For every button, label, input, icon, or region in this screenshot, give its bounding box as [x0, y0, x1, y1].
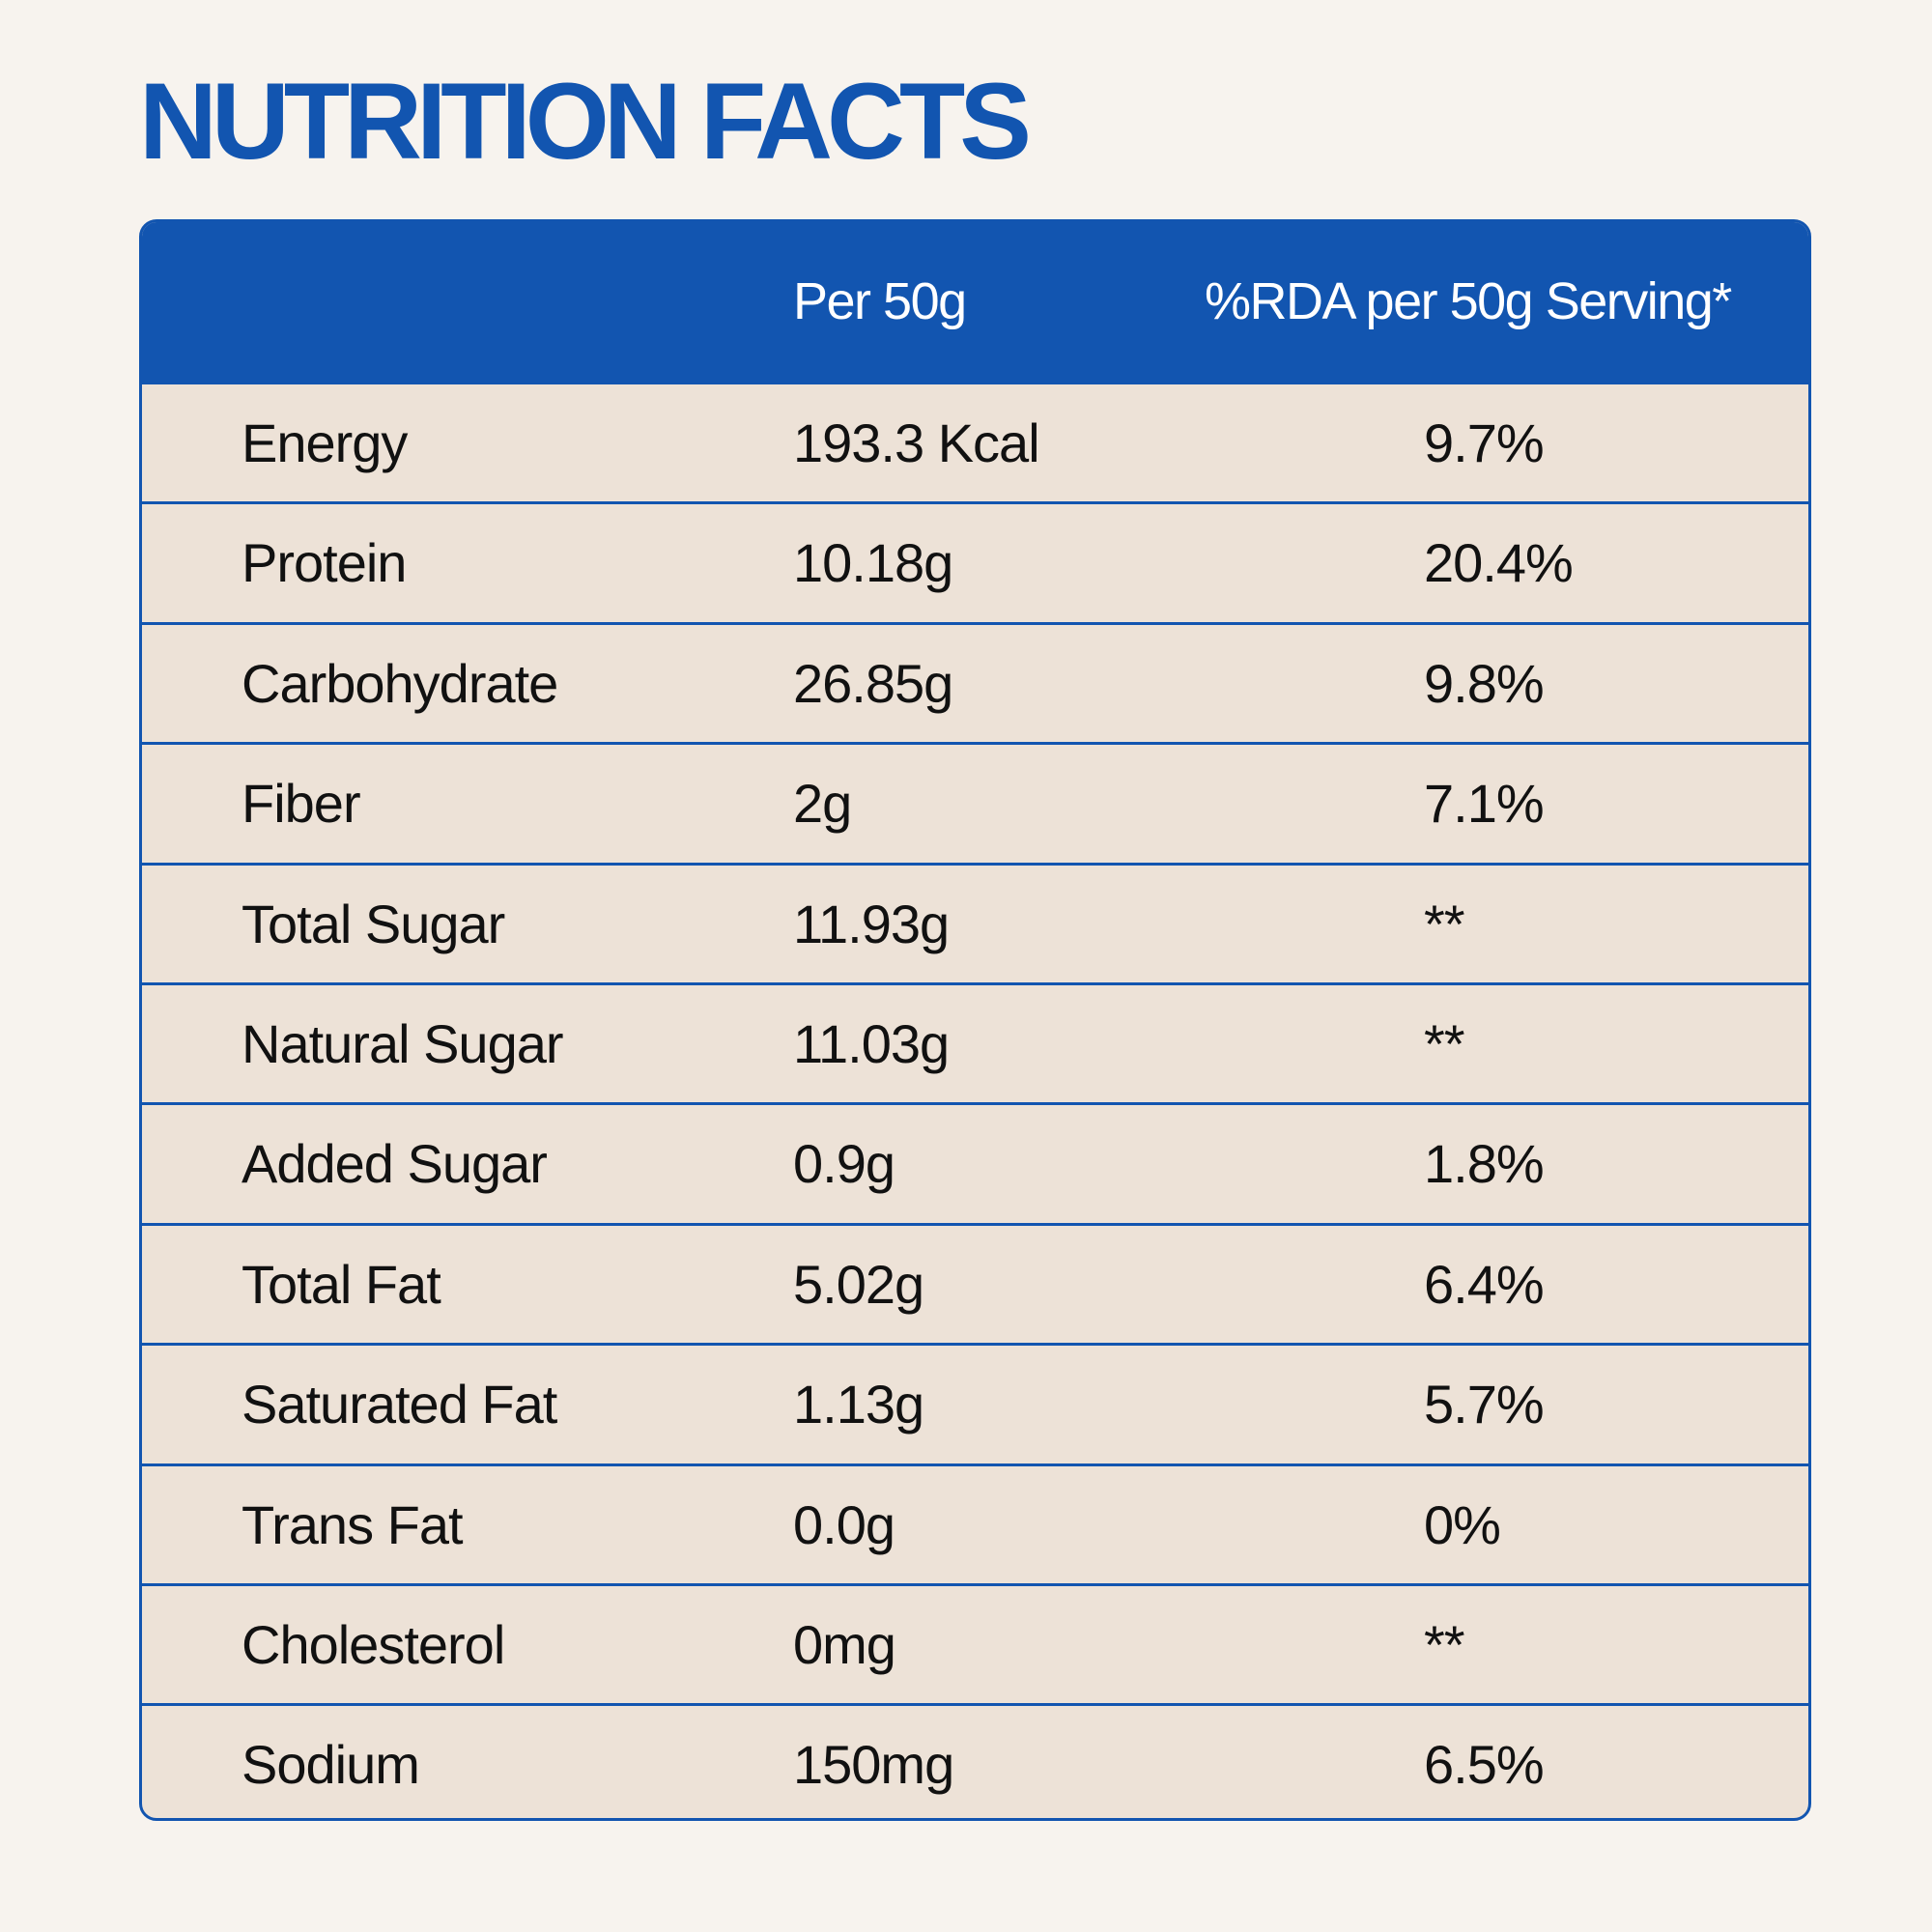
rda-percent: ** — [1424, 1013, 1465, 1074]
rda-percent: 9.8% — [1424, 652, 1545, 714]
table-row: Fiber 2g 7.1% — [142, 742, 1808, 862]
table-row: Sodium 150mg 6.5% — [142, 1703, 1808, 1818]
table-header: Per 50g %RDA per 50g Serving* — [142, 222, 1808, 382]
amount: 5.02g — [793, 1253, 924, 1315]
table-row: Natural Sugar 11.03g ** — [142, 982, 1808, 1102]
amount: 11.93g — [793, 893, 950, 954]
amount: 26.85g — [793, 652, 953, 714]
amount: 0.9g — [793, 1133, 895, 1195]
amount: 0mg — [793, 1614, 896, 1675]
nutrient-name: Total Sugar — [242, 893, 505, 954]
amount: 0.0g — [793, 1493, 895, 1555]
table-row: Trans Fat 0.0g 0% — [142, 1463, 1808, 1583]
table-row: Saturated Fat 1.13g 5.7% — [142, 1343, 1808, 1463]
table-row: Protein 10.18g 20.4% — [142, 501, 1808, 621]
column-header: Per 50g — [793, 272, 967, 330]
amount: 11.03g — [793, 1013, 950, 1074]
amount: 2g — [793, 773, 852, 835]
nutrient-name: Saturated Fat — [242, 1374, 557, 1435]
rda-percent: 7.1% — [1424, 773, 1545, 835]
table-row: Added Sugar 0.9g 1.8% — [142, 1102, 1808, 1222]
amount: 1.13g — [793, 1374, 924, 1435]
rda-percent: 6.5% — [1424, 1734, 1545, 1796]
table-row: Total Sugar 11.93g ** — [142, 862, 1808, 982]
nutrient-name: Cholesterol — [242, 1614, 505, 1675]
nutrient-name: Natural Sugar — [242, 1013, 564, 1074]
nutrient-name: Energy — [242, 412, 408, 473]
amount: 150mg — [793, 1734, 954, 1796]
rda-percent: 1.8% — [1424, 1133, 1545, 1195]
column-header: %RDA per 50g Serving* — [1205, 272, 1732, 330]
table-row: Cholesterol 0mg ** — [142, 1583, 1808, 1703]
table-row: Carbohydrate 26.85g 9.8% — [142, 621, 1808, 742]
rda-percent: 6.4% — [1424, 1253, 1545, 1315]
nutrient-name: Carbohydrate — [242, 652, 558, 714]
rda-percent: ** — [1424, 1614, 1465, 1675]
table-row: Total Fat 5.02g 6.4% — [142, 1222, 1808, 1343]
nutrient-name: Fiber — [242, 773, 361, 835]
rda-percent: ** — [1424, 893, 1465, 954]
nutrition-table: Per 50g %RDA per 50g Serving* Energy 193.… — [139, 219, 1811, 1821]
amount: 10.18g — [793, 532, 953, 594]
nutrient-name: Protein — [242, 532, 407, 594]
nutrient-name: Trans Fat — [242, 1493, 464, 1555]
table-row: Energy 193.3 Kcal 9.7% — [142, 382, 1808, 501]
title: NUTRITION FACTS — [139, 61, 1032, 182]
nutrient-name: Sodium — [242, 1734, 420, 1796]
rda-percent: 5.7% — [1424, 1374, 1545, 1435]
amount: 193.3 Kcal — [793, 412, 1040, 473]
nutrient-name: Total Fat — [242, 1253, 441, 1315]
rda-percent: 0% — [1424, 1493, 1501, 1555]
rda-percent: 20.4% — [1424, 532, 1574, 594]
nutrient-name: Added Sugar — [242, 1133, 548, 1195]
rda-percent: 9.7% — [1424, 412, 1545, 473]
